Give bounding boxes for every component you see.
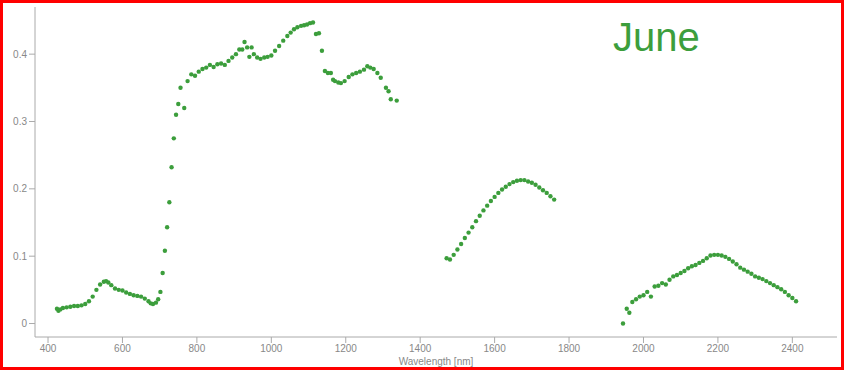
svg-text:0: 0 — [21, 318, 27, 329]
svg-text:1000: 1000 — [260, 343, 283, 354]
svg-text:1600: 1600 — [483, 343, 506, 354]
svg-text:0.2: 0.2 — [13, 183, 27, 194]
svg-text:600: 600 — [114, 343, 131, 354]
svg-text:0.3: 0.3 — [13, 116, 27, 127]
html-text:June: June — [613, 15, 700, 59]
svg-text:0.4: 0.4 — [13, 49, 27, 60]
svg-text:800: 800 — [189, 343, 206, 354]
svg-text:2400: 2400 — [781, 343, 804, 354]
svg-text:2200: 2200 — [707, 343, 730, 354]
svg-text:400: 400 — [40, 343, 57, 354]
svg-text:2000: 2000 — [632, 343, 655, 354]
svg-text:1800: 1800 — [558, 343, 581, 354]
svg-text:1200: 1200 — [335, 343, 358, 354]
svg-text:Wavelength [nm]: Wavelength [nm] — [399, 356, 474, 367]
svg-text:0.1: 0.1 — [13, 251, 27, 262]
svg-text:1400: 1400 — [409, 343, 432, 354]
